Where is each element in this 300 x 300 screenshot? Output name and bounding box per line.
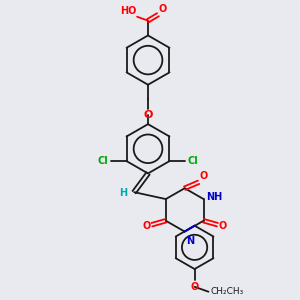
Text: HO: HO (120, 6, 136, 16)
Text: O: O (143, 110, 153, 120)
Text: O: O (143, 221, 151, 231)
Text: O: O (218, 221, 227, 231)
Text: O: O (190, 282, 199, 292)
Text: O: O (200, 171, 208, 181)
Text: O: O (159, 4, 167, 14)
Text: H: H (119, 188, 127, 198)
Text: NH: NH (206, 192, 223, 202)
Text: Cl: Cl (187, 156, 198, 166)
Text: Cl: Cl (98, 156, 109, 166)
Text: CH₂CH₃: CH₂CH₃ (210, 287, 244, 296)
Text: N: N (186, 236, 194, 245)
